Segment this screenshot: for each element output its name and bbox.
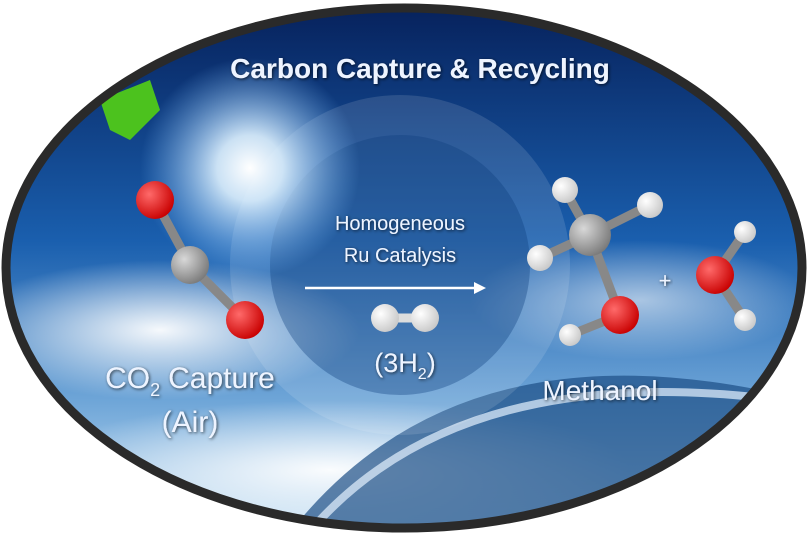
reactant-source: (Air) [162,406,219,439]
product-label: Methanol [542,375,657,406]
reagent-suffix: ) [427,348,436,378]
subscript: 2 [418,366,427,383]
title: Carbon Capture & Recycling [230,53,610,84]
formula: CO [105,362,150,395]
graphical-abstract: Carbon Capture & Recycling Homogeneous R… [0,0,808,536]
catalyst-line: Ru Catalysis [344,245,456,267]
reactant-name: Capture [168,362,275,395]
reagent-prefix: (3H [374,348,418,378]
subscript: 2 [150,380,160,400]
catalyst-line: Homogeneous [335,213,465,235]
reactant-label: CO2 Capture [105,362,275,400]
plus-sign: + [659,268,672,293]
reagent-label: (3H2) [374,348,435,383]
